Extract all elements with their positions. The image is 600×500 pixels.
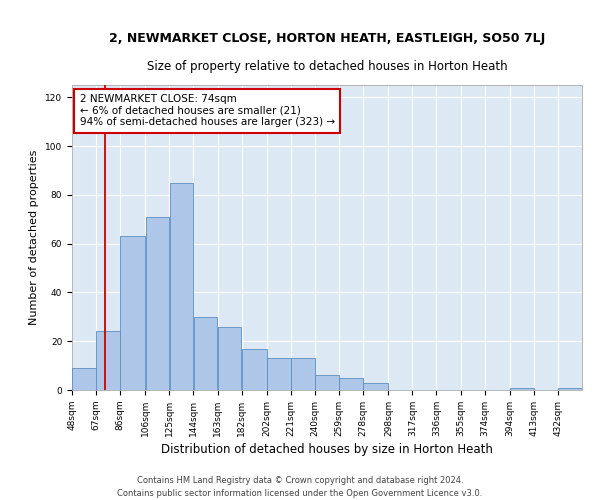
- Text: Size of property relative to detached houses in Horton Heath: Size of property relative to detached ho…: [146, 60, 508, 73]
- Bar: [364, 382, 388, 390]
- Bar: [510, 388, 533, 390]
- Bar: [558, 388, 581, 390]
- Bar: [267, 358, 290, 390]
- X-axis label: Distribution of detached houses by size in Horton Heath: Distribution of detached houses by size …: [161, 443, 493, 456]
- Text: 2, NEWMARKET CLOSE, HORTON HEATH, EASTLEIGH, SO50 7LJ: 2, NEWMARKET CLOSE, HORTON HEATH, EASTLE…: [109, 32, 545, 46]
- Text: Contains HM Land Registry data © Crown copyright and database right 2024.
Contai: Contains HM Land Registry data © Crown c…: [118, 476, 482, 498]
- Bar: [97, 332, 120, 390]
- Bar: [340, 378, 363, 390]
- Bar: [242, 348, 266, 390]
- Bar: [121, 236, 145, 390]
- Bar: [146, 217, 169, 390]
- Text: 2 NEWMARKET CLOSE: 74sqm
← 6% of detached houses are smaller (21)
94% of semi-de: 2 NEWMARKET CLOSE: 74sqm ← 6% of detache…: [80, 94, 335, 128]
- Bar: [218, 326, 241, 390]
- Bar: [170, 182, 193, 390]
- Bar: [315, 376, 339, 390]
- Bar: [291, 358, 314, 390]
- Bar: [73, 368, 96, 390]
- Bar: [194, 317, 217, 390]
- Y-axis label: Number of detached properties: Number of detached properties: [29, 150, 40, 325]
